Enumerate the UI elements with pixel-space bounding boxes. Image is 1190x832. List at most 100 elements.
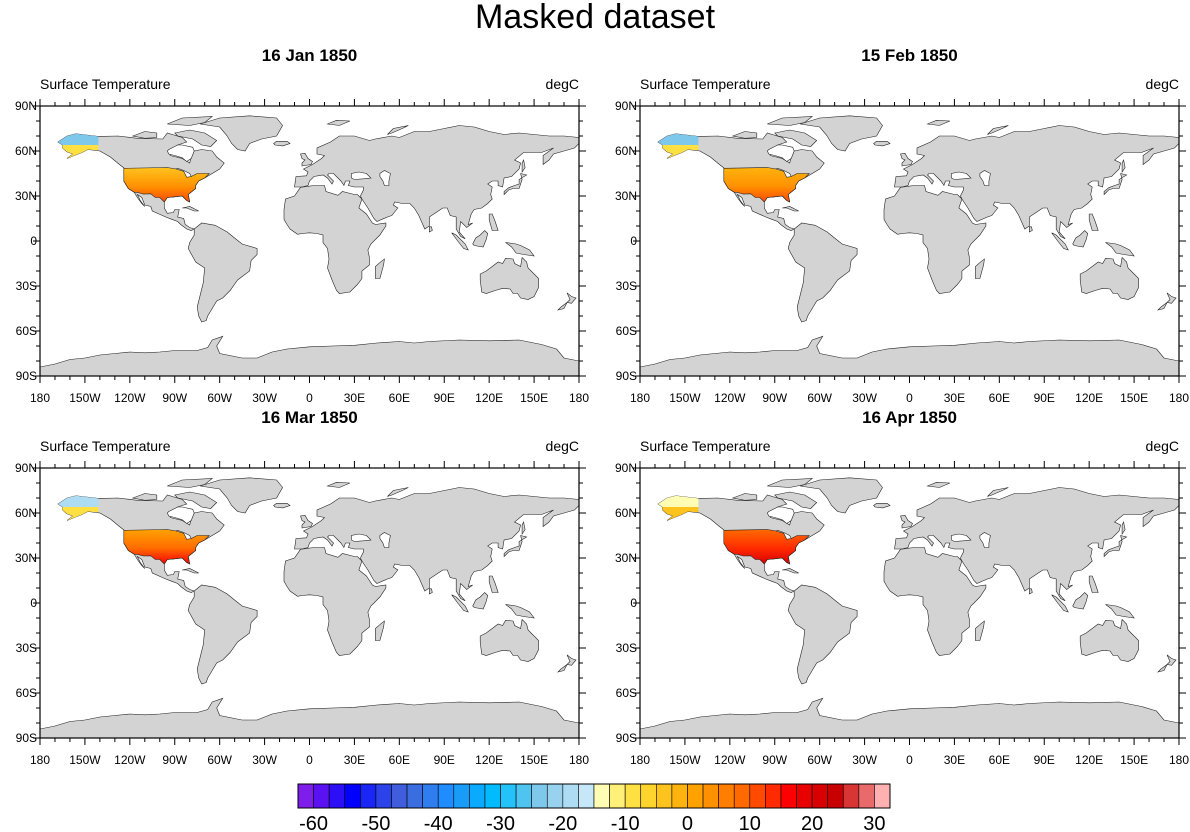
lon-tick-label: 90W [162,391,187,405]
colorbar-box [624,783,642,809]
land-ellesmere [167,478,214,488]
land-greenland [800,115,883,152]
lat-tick-label: 60S [616,324,637,338]
colorbar: -60 -50 -40 -30 -20 -10 0 10 20 30 [297,783,891,832]
land-sumatra [451,232,469,251]
land-japan [503,173,528,196]
land-new-zealand [557,654,577,673]
lon-tick-label: 180 [569,391,589,405]
colorbar-box [640,783,657,809]
land-madagascar [375,620,385,641]
land-victoria-island [731,131,758,139]
lon-tick-label: 0 [306,753,313,767]
land-svalbard [326,119,351,126]
land-africa [283,185,387,294]
temperature-field-alaska-north [58,133,99,145]
land-south-america [187,222,258,323]
lon-tick-label: 60E [989,753,1010,767]
colorbar-box [422,783,439,809]
land-greenland [200,477,283,514]
colorbar-box [484,783,501,809]
lon-tick-label: 60E [389,753,410,767]
lon-tick-label: 30W [252,391,277,405]
colorbar-box [702,783,719,809]
colorbar-box [469,783,486,809]
lon-tick-label: 90E [434,391,455,405]
temperature-field-alaska-south [662,145,699,159]
lat-tick-label: 60N [15,144,37,158]
lon-tick-label: 0 [906,753,913,767]
land-victoria-island [131,493,158,501]
lon-tick-label: 30W [852,391,877,405]
land-eurasia [294,487,579,602]
lon-tick-label: 180 [630,753,650,767]
colorbar-box [391,783,408,809]
colorbar-box [437,783,455,809]
land-eurasia [894,125,1179,240]
lat-tick-label: 60N [615,506,637,520]
colorbar-label: 10 [739,813,761,832]
lon-tick-label: 150E [520,753,548,767]
land-cuba [182,206,199,212]
land-sakhalin [521,159,526,173]
colorbar-frame [297,783,891,809]
lat-tick-label: 0 [630,596,637,610]
colorbar-box [531,783,548,809]
land-novaya-zemlya [387,125,409,135]
colorbar-box [811,783,828,809]
colorbar-box [562,783,579,809]
lon-tick-label: 150E [520,391,548,405]
colorbar-label: 0 [682,813,693,832]
land-sumatra [1051,232,1069,251]
lon-tick-label: 150E [1120,391,1148,405]
water-hudson-bay [166,144,195,162]
land-philippines [488,213,499,231]
land-new-zealand [557,292,577,311]
land-australia [479,618,539,662]
colorbar-box [453,783,470,809]
land-svalbard [926,119,951,126]
panel-title-jan: 16 Jan 1850 [261,46,358,65]
lat-tick-label: 30N [15,189,37,203]
land-iceland [873,503,891,509]
lat-tick-label: 60S [616,686,637,700]
land-borneo [1072,230,1089,248]
colorbar-box [297,783,314,809]
lon-tick-label: 150W [69,753,101,767]
lon-tick-label: 0 [906,391,913,405]
lon-tick-label: 180 [569,753,589,767]
lat-tick-label: 90S [16,369,37,383]
lat-tick-label: 60N [615,144,637,158]
lon-tick-label: 90E [434,753,455,767]
land-sakhalin [1121,521,1126,535]
land-australia [1079,256,1139,300]
colorbar-box [827,783,844,809]
land-new-zealand [1157,654,1177,673]
land-madagascar [975,258,985,279]
land-sakhalin [1121,159,1126,173]
land-cuba [182,568,199,574]
land-svalbard [926,481,951,488]
lon-tick-label: 30W [852,753,877,767]
land-japan [1103,173,1128,196]
colorbar-box [578,783,595,809]
land-iceland [273,141,291,147]
lon-tick-label: 120E [475,391,503,405]
lon-tick-label: 60W [807,391,832,405]
land-eurasia [294,125,579,240]
lat-tick-label: 90S [616,731,637,745]
colorbar-label: -20 [548,813,577,832]
lon-tick-label: 90W [762,753,787,767]
lon-tick-label: 60E [389,391,410,405]
colorbar-box [406,783,423,809]
lon-tick-label: 120E [475,753,503,767]
land-australia [1079,618,1139,662]
colorbar-box [842,783,860,809]
land-iceland [873,141,891,147]
land-philippines [488,575,499,593]
panel-right-string-mar: degC [545,438,579,454]
water-hudson-bay [766,144,795,162]
lon-tick-label: 30E [944,753,965,767]
land-iceland [273,503,291,509]
water-hudson-bay [766,506,795,524]
